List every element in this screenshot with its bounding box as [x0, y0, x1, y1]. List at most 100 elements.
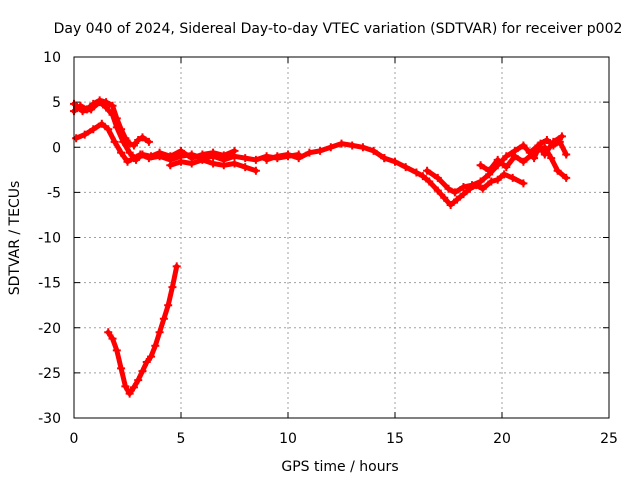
y-tick-label: -20 [38, 321, 61, 337]
data-point [542, 136, 551, 145]
data-point [530, 154, 539, 163]
data-point [423, 166, 432, 175]
x-tick-label: 20 [493, 431, 511, 447]
data-point [337, 139, 346, 148]
data-point [433, 186, 442, 195]
data-point [168, 283, 177, 292]
y-tick-label: 5 [52, 95, 61, 111]
data-point [418, 172, 427, 181]
data-point [123, 157, 132, 166]
data-point [110, 137, 119, 146]
data-point [117, 364, 126, 373]
data-point [540, 143, 549, 152]
x-axis-label: GPS time / hours [281, 459, 398, 475]
data-point [112, 346, 121, 355]
data-point [104, 328, 113, 337]
x-tick-label: 0 [70, 431, 79, 447]
data-point [476, 161, 485, 170]
data-point [147, 352, 156, 361]
data-point [119, 137, 128, 146]
data-point [172, 262, 181, 271]
data-point [251, 166, 260, 175]
y-tick-label: -10 [38, 231, 61, 247]
data-point [502, 152, 511, 161]
y-tick-label: 0 [52, 140, 61, 156]
data-point [284, 150, 292, 159]
data-point [104, 125, 113, 134]
data-point [144, 137, 153, 146]
data-point [547, 154, 556, 163]
data-point [508, 173, 517, 182]
data-point [562, 150, 571, 159]
data-point [129, 383, 138, 392]
data-point [412, 168, 421, 177]
series-line [71, 99, 237, 163]
data-point [510, 152, 519, 161]
y-tick-label: -30 [38, 411, 61, 427]
data-point [129, 154, 138, 163]
data-point [478, 184, 487, 193]
data-point [502, 163, 511, 172]
y-tick-label: 10 [43, 50, 61, 66]
data-point [536, 139, 545, 148]
data-point [549, 141, 558, 150]
data-point [138, 133, 147, 142]
data-point [450, 188, 459, 197]
data-point [476, 177, 485, 186]
plot-frame [73, 56, 610, 419]
data-point [97, 119, 106, 128]
data-point [80, 130, 89, 139]
data-point [125, 389, 134, 398]
data-point [155, 328, 164, 337]
x-tick-label: 25 [600, 431, 618, 447]
x-tick-labels: 0 5 10 15 20 25 [70, 431, 618, 447]
y-tick-label: -15 [38, 276, 61, 292]
data-point [440, 193, 449, 202]
data-point [493, 155, 502, 164]
data-point [468, 181, 477, 190]
data-point [87, 105, 96, 114]
data-point [485, 166, 494, 175]
data-point [166, 161, 175, 170]
data-point [151, 341, 160, 350]
data-point [446, 201, 455, 210]
chart-title: Day 040 of 2024, Sidereal Day-to-day VTE… [54, 21, 623, 37]
data-point [453, 195, 462, 204]
data-point [401, 163, 410, 172]
data-point [519, 179, 528, 188]
data-point [562, 173, 571, 182]
data-point [230, 159, 239, 168]
data-point [519, 141, 528, 150]
data-point [459, 182, 468, 191]
data-point [380, 154, 389, 163]
data-point [555, 137, 564, 146]
data-point [108, 110, 117, 119]
data-point [433, 173, 442, 182]
data-point [391, 157, 399, 166]
data-point [187, 159, 196, 168]
x-tick-label: 10 [279, 431, 297, 447]
series-line [531, 137, 569, 161]
data-point [519, 157, 528, 166]
data-point [425, 177, 434, 186]
data-point [369, 146, 378, 155]
data-point [358, 143, 367, 152]
data-point [129, 141, 138, 150]
data-point [72, 134, 81, 143]
data-point [164, 301, 173, 310]
data-point [142, 358, 151, 367]
data-point [125, 148, 134, 157]
data-point [108, 334, 117, 343]
data-point [198, 155, 207, 164]
data-point [95, 98, 104, 107]
y-tick-label: -25 [38, 366, 61, 382]
data-point [89, 125, 98, 134]
data-point [138, 367, 147, 376]
x-tick-label: 5 [177, 431, 186, 447]
data-point [78, 107, 87, 116]
data-point [500, 170, 509, 179]
data-point [134, 376, 143, 385]
data-point [493, 175, 502, 184]
data-point [117, 148, 126, 157]
data-point [159, 314, 168, 323]
